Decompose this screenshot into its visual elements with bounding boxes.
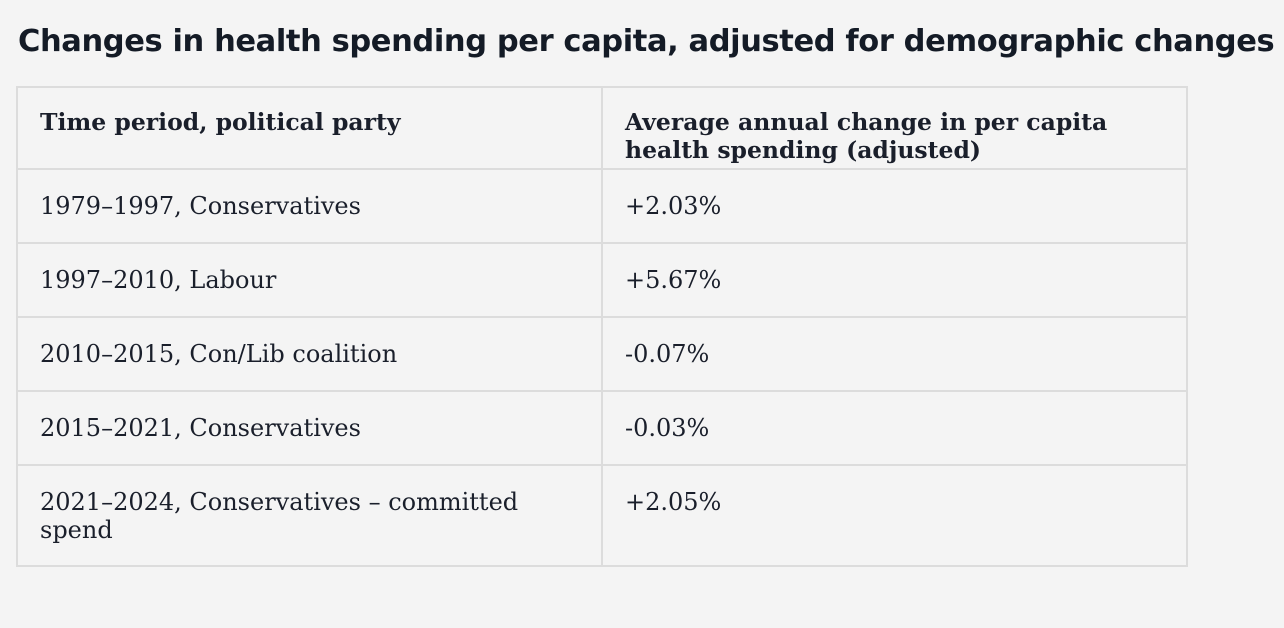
table-row: 2021–2024, Conservatives – committed spe… xyxy=(16,464,1188,567)
column-header-change: Average annual change in per capita heal… xyxy=(601,86,1188,170)
period-cell: 2010–2015, Con/Lib coalition xyxy=(16,316,603,392)
change-cell: +5.67% xyxy=(601,242,1188,318)
change-cell: +2.03% xyxy=(601,168,1188,244)
page-title: Changes in health spending per capita, a… xyxy=(18,24,1275,59)
spending-table-container: Time period, political party Average ann… xyxy=(16,86,1188,567)
table-row: 1979–1997, Conservatives +2.03% xyxy=(16,168,1188,244)
period-cell: 1979–1997, Conservatives xyxy=(16,168,603,244)
change-cell: +2.05% xyxy=(601,464,1188,567)
table-row: 2010–2015, Con/Lib coalition -0.07% xyxy=(16,316,1188,392)
period-cell: 2021–2024, Conservatives – committed spe… xyxy=(16,464,603,567)
change-cell: -0.07% xyxy=(601,316,1188,392)
table-row: 1997–2010, Labour +5.67% xyxy=(16,242,1188,318)
table-row: 2015–2021, Conservatives -0.03% xyxy=(16,390,1188,466)
column-header-period: Time period, political party xyxy=(16,86,603,170)
table-header-row: Time period, political party Average ann… xyxy=(16,86,1188,170)
change-cell: -0.03% xyxy=(601,390,1188,466)
spending-table: Time period, political party Average ann… xyxy=(16,86,1188,567)
period-cell: 2015–2021, Conservatives xyxy=(16,390,603,466)
period-cell: 1997–2010, Labour xyxy=(16,242,603,318)
